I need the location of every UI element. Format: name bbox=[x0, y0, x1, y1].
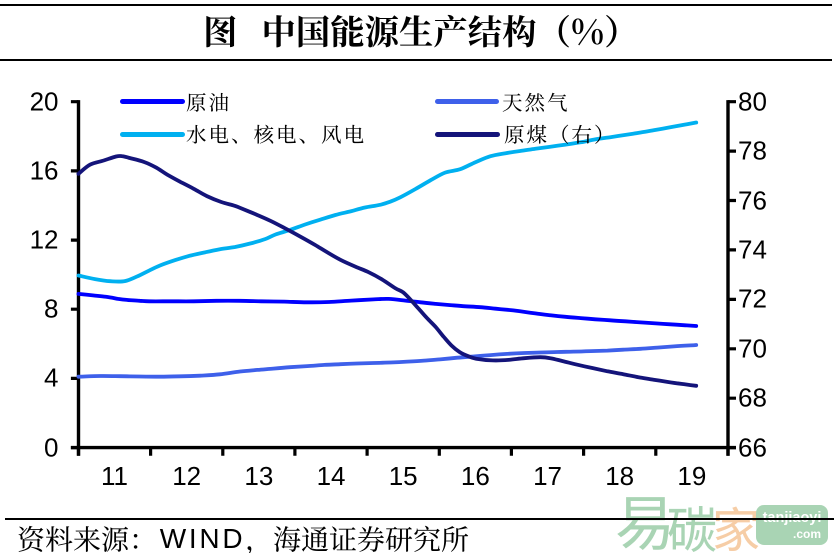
title-divider-line bbox=[0, 58, 832, 61]
x-axis-tick-label-11: 11 bbox=[101, 461, 129, 492]
glyph-run-src2 bbox=[247, 546, 251, 554]
series-line-crude-oil bbox=[76, 291, 699, 328]
figure-title: 图 中国能源生产结构（%） bbox=[203, 14, 639, 48]
axis-ticks bbox=[70, 100, 736, 456]
right-axis-tick-label-68: 68 bbox=[738, 382, 767, 413]
x-axis-tick-label-17: 17 bbox=[533, 461, 562, 492]
x-axis-tick-label-13: 13 bbox=[244, 461, 274, 492]
glyph-run-leg-coal bbox=[504, 124, 602, 144]
source-comma-glyph bbox=[245, 525, 273, 554]
right-axis-tick-label-80: 80 bbox=[738, 86, 767, 117]
watermark-badge-domain: .com bbox=[792, 527, 821, 541]
x-axis-tick-label-14: 14 bbox=[316, 461, 346, 492]
left-axis-tick-label-8: 8 bbox=[44, 293, 59, 324]
x-axis-tick-label-16: 16 bbox=[460, 461, 490, 492]
glyph-run-leg-gas bbox=[502, 93, 567, 113]
left-axis-tick-label-20: 20 bbox=[29, 86, 59, 117]
glyph-run-title bbox=[205, 14, 616, 48]
glyph-run-src1 bbox=[18, 526, 137, 552]
right-axis-tick-label-72: 72 bbox=[738, 283, 767, 314]
watermark-yi-glyph bbox=[615, 492, 675, 552]
source-prefix-glyphs bbox=[17, 525, 157, 553]
right-axis-tick-label-66: 66 bbox=[738, 431, 767, 462]
glyph-run-wm-tan bbox=[668, 505, 716, 553]
right-axis-tick-label-70: 70 bbox=[738, 333, 767, 364]
legend-label-hydro-nuclear-wind bbox=[186, 124, 366, 145]
series-line-raw-coal bbox=[76, 154, 699, 388]
watermark-tan-glyph bbox=[667, 504, 717, 554]
x-axis-tick-label-18: 18 bbox=[605, 461, 635, 492]
x-axis-tick-label-19: 19 bbox=[677, 461, 707, 492]
glyph-run-wm-jia bbox=[714, 506, 759, 552]
top-divider-line bbox=[0, 4, 832, 7]
glyph-run-src3 bbox=[273, 525, 468, 553]
right-axis-tick-label-74: 74 bbox=[738, 234, 767, 265]
glyph-run-leg-crude bbox=[186, 93, 228, 113]
legend-swatch-crude-oil bbox=[120, 98, 185, 105]
legend-label-crude-oil bbox=[186, 92, 231, 113]
legend-label-gas bbox=[502, 92, 570, 113]
left-axis-tick-label-0: 0 bbox=[44, 431, 59, 462]
right-axis-tick-label-76: 76 bbox=[738, 184, 767, 215]
x-axis-tick-label-12: 12 bbox=[172, 461, 202, 492]
left-axis-tick-label-12: 12 bbox=[29, 224, 59, 255]
series-line-natural-gas bbox=[76, 343, 699, 379]
x-axis-tick-label-15: 15 bbox=[388, 461, 418, 492]
left-axis-tick-label-16: 16 bbox=[29, 155, 59, 186]
glyph-run-leg-hydro bbox=[186, 124, 363, 144]
axis-frame bbox=[70, 100, 736, 456]
legend-swatch-hydro-nuclear-wind bbox=[120, 131, 185, 138]
series-line-hydro-nuclear-wind bbox=[76, 120, 699, 284]
legend-swatch-coal bbox=[435, 131, 500, 138]
legend-swatch-gas bbox=[434, 98, 499, 105]
glyph-run-wm-yi bbox=[617, 497, 669, 550]
source-suffix-glyphs bbox=[273, 525, 469, 553]
footer-divider-line bbox=[5, 517, 834, 520]
source-wind-text: WIND bbox=[159, 522, 246, 554]
watermark-jia-glyph bbox=[712, 505, 760, 553]
right-axis-tick-label-78: 78 bbox=[738, 135, 767, 166]
left-axis-tick-label-4: 4 bbox=[44, 362, 59, 393]
legend-label-coal bbox=[504, 124, 617, 145]
